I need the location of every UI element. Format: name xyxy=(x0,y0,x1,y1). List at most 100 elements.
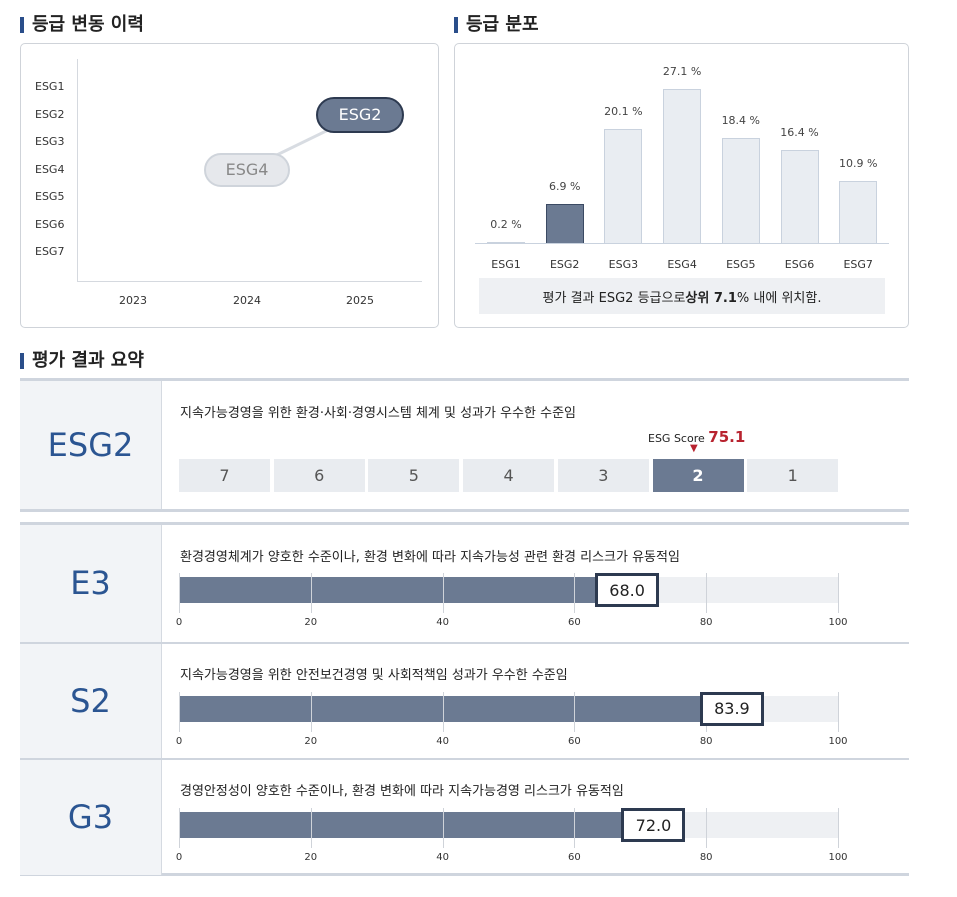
distribution-bar xyxy=(663,89,702,243)
summary-row: E3 환경경영체계가 양호한 수준이나, 환경 변화에 따라 지속가능성 관련 환… xyxy=(20,525,909,642)
score-tick xyxy=(838,691,839,732)
grade-scale-cell: 6 xyxy=(273,459,365,492)
distribution-category-label: ESG3 xyxy=(608,258,639,271)
score-tick-label: 80 xyxy=(699,617,713,628)
score-tick-label: 20 xyxy=(304,617,318,628)
distribution-bar xyxy=(839,181,878,243)
distribution-bar xyxy=(604,128,643,243)
distribution-category-label: ESG7 xyxy=(843,258,873,271)
score-bar-track xyxy=(179,812,838,839)
history-y-label: ESG5 xyxy=(35,190,65,203)
score-tick-label: 20 xyxy=(304,735,318,747)
summary-section-title: 평가 결과 요약 xyxy=(20,350,144,372)
distribution-category-label: ESG1 xyxy=(491,258,521,271)
score-tick xyxy=(442,691,444,732)
grade-scale-cell: 4 xyxy=(463,459,555,492)
score-tick-label: 80 xyxy=(699,852,713,864)
history-y-axis xyxy=(77,59,78,281)
overall-grade: ESG2 xyxy=(20,381,162,509)
history-line xyxy=(246,113,361,171)
row-grade: S2 xyxy=(20,643,162,759)
score-tick xyxy=(574,573,576,613)
score-tick-label: 100 xyxy=(828,852,848,864)
score-tick-label: 0 xyxy=(175,735,183,747)
grade-scale-cell: 3 xyxy=(557,459,649,492)
distribution-bar xyxy=(780,149,819,243)
history-point-past: ESG4 xyxy=(204,152,290,187)
distribution-note: 평가 결과 ESG2 등급으로 상위 7.1% 내에 위치함. xyxy=(479,278,885,314)
score-tick xyxy=(310,808,312,849)
score-value-box: 83.9 xyxy=(699,691,764,726)
score-tick xyxy=(179,691,180,732)
score-tick xyxy=(838,808,839,849)
note-bold: 상위 7.1 xyxy=(685,290,737,306)
score-tick xyxy=(310,573,312,613)
history-y-label: ESG6 xyxy=(35,217,65,231)
distribution-pct-label: 18.4 % xyxy=(721,114,761,128)
distribution-category-label: ESG5 xyxy=(726,258,756,271)
score-bar-fill xyxy=(179,812,654,839)
distribution-category-label: ESG6 xyxy=(784,258,815,271)
score-tick xyxy=(574,808,576,849)
score-tick xyxy=(574,691,576,732)
score-bar-fill xyxy=(179,695,732,722)
score-tick xyxy=(179,573,180,613)
score-value-box: 68.0 xyxy=(595,573,660,607)
score-bar-track xyxy=(179,577,838,603)
score-tick xyxy=(179,808,180,849)
grade-scale-cell: 7 xyxy=(179,459,270,492)
score-tick xyxy=(838,573,839,613)
distribution-pct-label: 10.9 % xyxy=(838,157,878,171)
row-description: 지속가능경영을 위한 안전보건경영 및 사회적책임 성과가 우수한 수준임 xyxy=(180,667,568,683)
history-y-label: ESG2 xyxy=(35,107,65,121)
distribution-pct-label: 0.2 % xyxy=(490,217,522,231)
grade-scale-cell: 1 xyxy=(747,459,839,492)
history-x-label: 2025 xyxy=(346,294,374,307)
score-marker-icon: ▼ xyxy=(690,443,698,454)
score-tick xyxy=(706,573,708,613)
distribution-card: 0.2 % ESG1 6.9 % ESG2 20.1 % ESG3 27.1 % ESG4 18… xyxy=(454,43,909,328)
score-tick-label: 60 xyxy=(568,852,581,864)
distribution-bar xyxy=(487,241,525,243)
score-tick-label: 0 xyxy=(175,617,183,628)
score-tick xyxy=(706,808,708,849)
summary-details: E3 환경경영체계가 양호한 수준이나, 환경 변화에 따라 지속가능성 관련 환… xyxy=(20,522,909,876)
history-section-title: 등급 변동 이력 xyxy=(20,14,144,36)
score-tick-label: 0 xyxy=(175,852,183,864)
history-card: ESG1 ESG2 ESG3 ESG4 ESG5 ESG6 ESG7 2023 2024 202… xyxy=(20,43,439,328)
score-tick-label: 40 xyxy=(436,617,449,628)
score-tick xyxy=(442,573,444,613)
score-tick xyxy=(310,691,312,732)
score-tick xyxy=(442,808,444,849)
history-x-label: 2023 xyxy=(119,294,147,307)
history-y-label: ESG1 xyxy=(35,80,65,93)
score-tick-label: 20 xyxy=(304,852,318,864)
score-bar-track xyxy=(179,695,838,722)
history-y-label: ESG3 xyxy=(35,135,65,148)
history-x-label: 2024 xyxy=(233,294,261,307)
score-tick-label: 100 xyxy=(828,735,848,747)
score-tick-label: 40 xyxy=(436,735,449,747)
summary-row: G3 경영안정성이 양호한 수준이나, 환경 변화에 따라 지속가능경영 리스크가… xyxy=(20,758,909,875)
score-tick-label: 60 xyxy=(568,735,581,747)
summary-overall: ESG2 지속가능경영을 위한 환경·사회·경영시스템 체계 및 성과가 우수한… xyxy=(20,378,909,512)
distribution-bar xyxy=(721,138,760,243)
grade-scale-cell: 2 xyxy=(652,459,744,492)
score-tick-label: 60 xyxy=(568,617,581,628)
note-suffix: % 내에 위치함. xyxy=(736,290,822,306)
distribution-section-title: 등급 분포 xyxy=(454,14,539,36)
note-prefix: 평가 결과 ESG2 등급으로 xyxy=(542,290,686,306)
distribution-pct-label: 20.1 % xyxy=(604,104,643,118)
esg-score-label: ESG Score xyxy=(648,432,705,445)
row-grade: G3 xyxy=(20,760,162,875)
history-y-label: ESG7 xyxy=(35,245,65,258)
history-x-axis xyxy=(77,281,422,282)
distribution-category-label: ESG4 xyxy=(667,258,697,271)
grade-scale-cell: 5 xyxy=(368,459,460,492)
esg-score: ESG Score 75.1 xyxy=(648,428,745,446)
score-bar-fill xyxy=(179,577,628,603)
history-point-current: ESG2 xyxy=(316,96,404,133)
distribution-pct-label: 16.4 % xyxy=(780,125,819,139)
esg-score-value: 75.1 xyxy=(708,428,746,446)
row-description: 환경경영체계가 양호한 수준이나, 환경 변화에 따라 지속가능성 관련 환경 … xyxy=(180,550,680,565)
